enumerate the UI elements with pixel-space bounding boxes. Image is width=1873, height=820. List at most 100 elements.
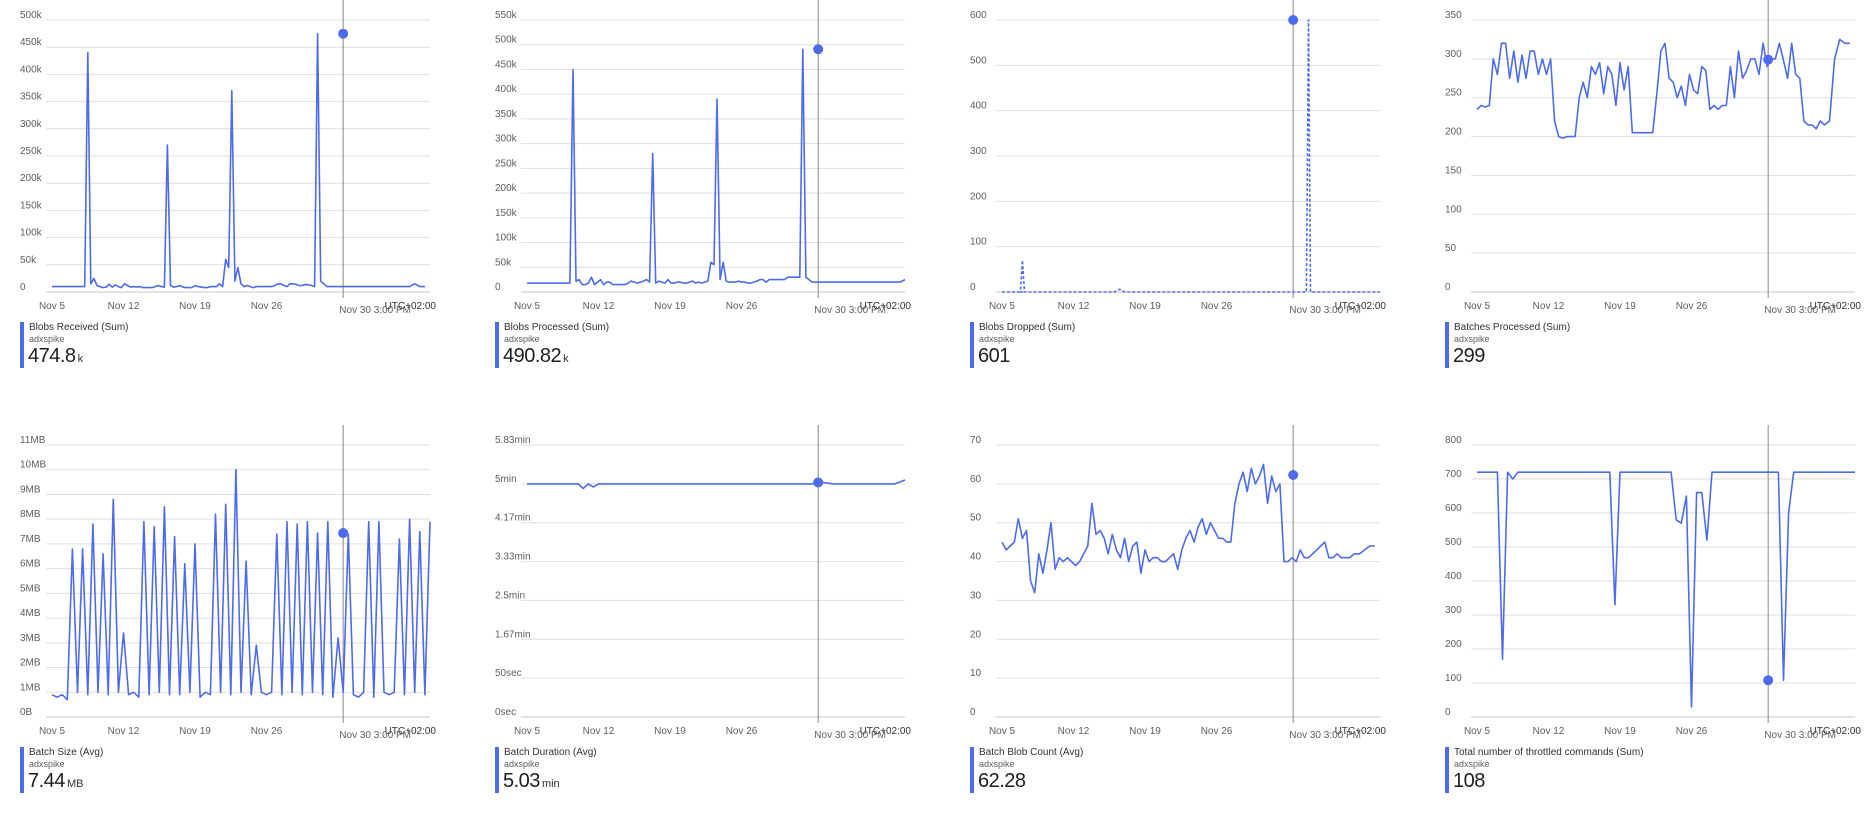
legend-resource-name: adxspike (979, 759, 1015, 769)
legend-value: 490.82 (503, 345, 562, 367)
cursor-point (813, 477, 824, 488)
legend-color-bar (970, 747, 974, 793)
y-tick-label: 450k (20, 37, 43, 48)
x-tick-label: Nov 19 (179, 726, 211, 737)
y-tick-label: 0B (20, 707, 33, 718)
cursor-time-label: Nov 30 3:00 PM (339, 305, 411, 316)
x-tick-label: Nov 5 (1464, 726, 1491, 737)
legend-unit: k (563, 353, 569, 365)
x-tick-label: Nov 19 (654, 726, 686, 737)
legend-metric-name: Blobs Dropped (Sum) (979, 322, 1076, 333)
y-tick-label: 1.67min (495, 629, 531, 640)
y-tick-label: 100 (970, 237, 987, 248)
timezone-label: UTC+02:00 (1810, 726, 1862, 737)
x-tick-label: Nov 12 (583, 726, 615, 737)
cursor-time-label: Nov 30 3:00 PM (1289, 730, 1361, 741)
x-tick-label: Nov 19 (1604, 726, 1636, 737)
y-tick-label: 150 (1445, 165, 1462, 176)
chart-tile-batches-processed[interactable]: 0 50 100 150 200 250 300 350 Nov 5 Nov 12 Nov 19 No… (1425, 0, 1865, 395)
cursor-time-label: Nov 30 3:00 PM (1764, 730, 1836, 741)
y-tick-label: 50k (495, 257, 512, 268)
chart-tile-blobs-dropped[interactable]: 0 100 200 300 400 500 600 Nov 5 Nov 12 Nov 19 Nov … (950, 0, 1390, 395)
chart-plot: 0 10 20 30 40 50 60 70 Nov 5 Nov 12 Nov 19 Nov 26 UT… (970, 425, 1386, 741)
chart-tile-batch-blob-count[interactable]: 0 10 20 30 40 50 60 70 Nov 5 Nov 12 Nov 19 Nov 26 UT… (950, 425, 1390, 820)
cursor-point (1288, 15, 1299, 25)
x-tick-label: Nov 26 (1201, 726, 1233, 737)
x-tick-label: Nov 26 (726, 301, 758, 312)
timezone-label: UTC+02:00 (385, 301, 437, 312)
legend-color-bar (970, 322, 974, 368)
legend-resource-name: adxspike (29, 334, 65, 344)
y-tick-label: 250k (495, 158, 518, 169)
y-tick-label: 3MB (20, 633, 41, 644)
y-tick-label: 100 (1445, 673, 1462, 684)
y-tick-label: 9MB (20, 484, 41, 495)
x-tick-label: Nov 5 (1464, 301, 1491, 312)
cursor-time-label: Nov 30 3:00 PM (339, 730, 411, 741)
chart-tile-blobs-received[interactable]: 0 50k 100k 150k 200k 250k 300k 350k 400k 450k 500k… (0, 0, 440, 395)
x-tick-label: Nov 26 (726, 726, 758, 737)
x-tick-label: Nov 5 (514, 726, 541, 737)
y-tick-label: 200 (1445, 127, 1462, 138)
legend-color-bar (495, 747, 499, 793)
y-tick-label: 200 (970, 191, 987, 202)
series-line (527, 479, 906, 490)
y-tick-label: 0 (1445, 282, 1451, 293)
x-tick-label: Nov 19 (1129, 726, 1161, 737)
y-tick-label: 300 (1445, 605, 1462, 616)
legend-value: 62.28 (978, 770, 1026, 792)
y-tick-label: 5min (495, 474, 517, 485)
y-tick-label: 5.83min (495, 435, 531, 446)
chart-tile-batch-size[interactable]: 0B 1MB 2MB 3MB 4MB 5MB 6MB 7MB 8MB 9MB 10MB 11MB Nov… (0, 425, 440, 820)
chart-tile-blobs-processed[interactable]: 0 50k 100k 150k 200k 250k 300k 350k 400k 450k 500k… (475, 0, 915, 395)
y-tick-label: 200 (1445, 639, 1462, 650)
series-line (527, 48, 906, 286)
y-tick-label: 250 (1445, 88, 1462, 99)
x-tick-label: Nov 12 (1058, 726, 1090, 737)
legend-metric-name: Total number of throttled commands (Sum) (1454, 747, 1644, 758)
legend-resource-name: adxspike (1454, 759, 1490, 769)
legend-color-bar (1445, 322, 1449, 368)
legend-value: 601 (978, 345, 1010, 367)
series-line (1477, 471, 1855, 708)
chart-plot: 0 100 200 300 400 500 600 Nov 5 Nov 12 Nov 19 Nov … (970, 0, 1387, 316)
timezone-label: UTC+02:00 (1335, 301, 1387, 312)
y-tick-label: 0 (970, 707, 976, 718)
legend-color-bar (495, 322, 499, 368)
cursor-point (1763, 54, 1774, 65)
x-tick-label: Nov 26 (1201, 301, 1233, 312)
x-tick-label: Nov 5 (39, 301, 66, 312)
chart-plot: 0sec 50sec 1.67min 2.5min 3.33min 4.17min 5min… (495, 425, 911, 741)
y-tick-label: 150k (20, 200, 43, 211)
x-tick-label: Nov 19 (1604, 301, 1636, 312)
series-line (1002, 19, 1380, 293)
x-tick-label: Nov 19 (179, 301, 211, 312)
y-tick-label: 50sec (495, 668, 522, 679)
x-tick-label: Nov 19 (1129, 301, 1161, 312)
y-tick-label: 550k (495, 10, 518, 21)
series-line (1001, 463, 1375, 594)
y-tick-label: 200k (20, 173, 43, 184)
x-tick-label: Nov 26 (1676, 726, 1708, 737)
cursor-point (338, 528, 349, 539)
chart-tile-batch-duration[interactable]: 0sec 50sec 1.67min 2.5min 3.33min 4.17min 5min… (475, 425, 915, 820)
legend-color-bar (20, 322, 24, 368)
y-tick-label: 50k (20, 255, 37, 266)
y-tick-label: 800 (1445, 435, 1462, 446)
y-tick-label: 4MB (20, 608, 41, 619)
y-tick-label: 40 (970, 552, 982, 563)
cursor-point (1763, 675, 1774, 686)
x-tick-label: Nov 5 (989, 726, 1016, 737)
chart-tile-throttled-commands[interactable]: 0 100 200 300 400 500 600 700 800 Nov 5 Nov 12 Nov … (1425, 425, 1865, 820)
y-tick-label: 450k (495, 59, 518, 70)
chart-plot: 0 100 200 300 400 500 600 700 800 Nov 5 Nov 12 Nov … (1445, 425, 1862, 741)
legend-value: 5.03 (503, 770, 540, 792)
y-tick-label: 100k (20, 228, 43, 239)
y-tick-label: 20 (970, 629, 982, 640)
legend-unit: k (77, 353, 84, 365)
y-tick-label: 500k (495, 35, 518, 46)
x-tick-label: Nov 12 (108, 726, 140, 737)
y-tick-label: 3.33min (495, 552, 531, 563)
y-tick-label: 600 (1445, 503, 1462, 514)
timezone-label: UTC+02:00 (860, 301, 912, 312)
